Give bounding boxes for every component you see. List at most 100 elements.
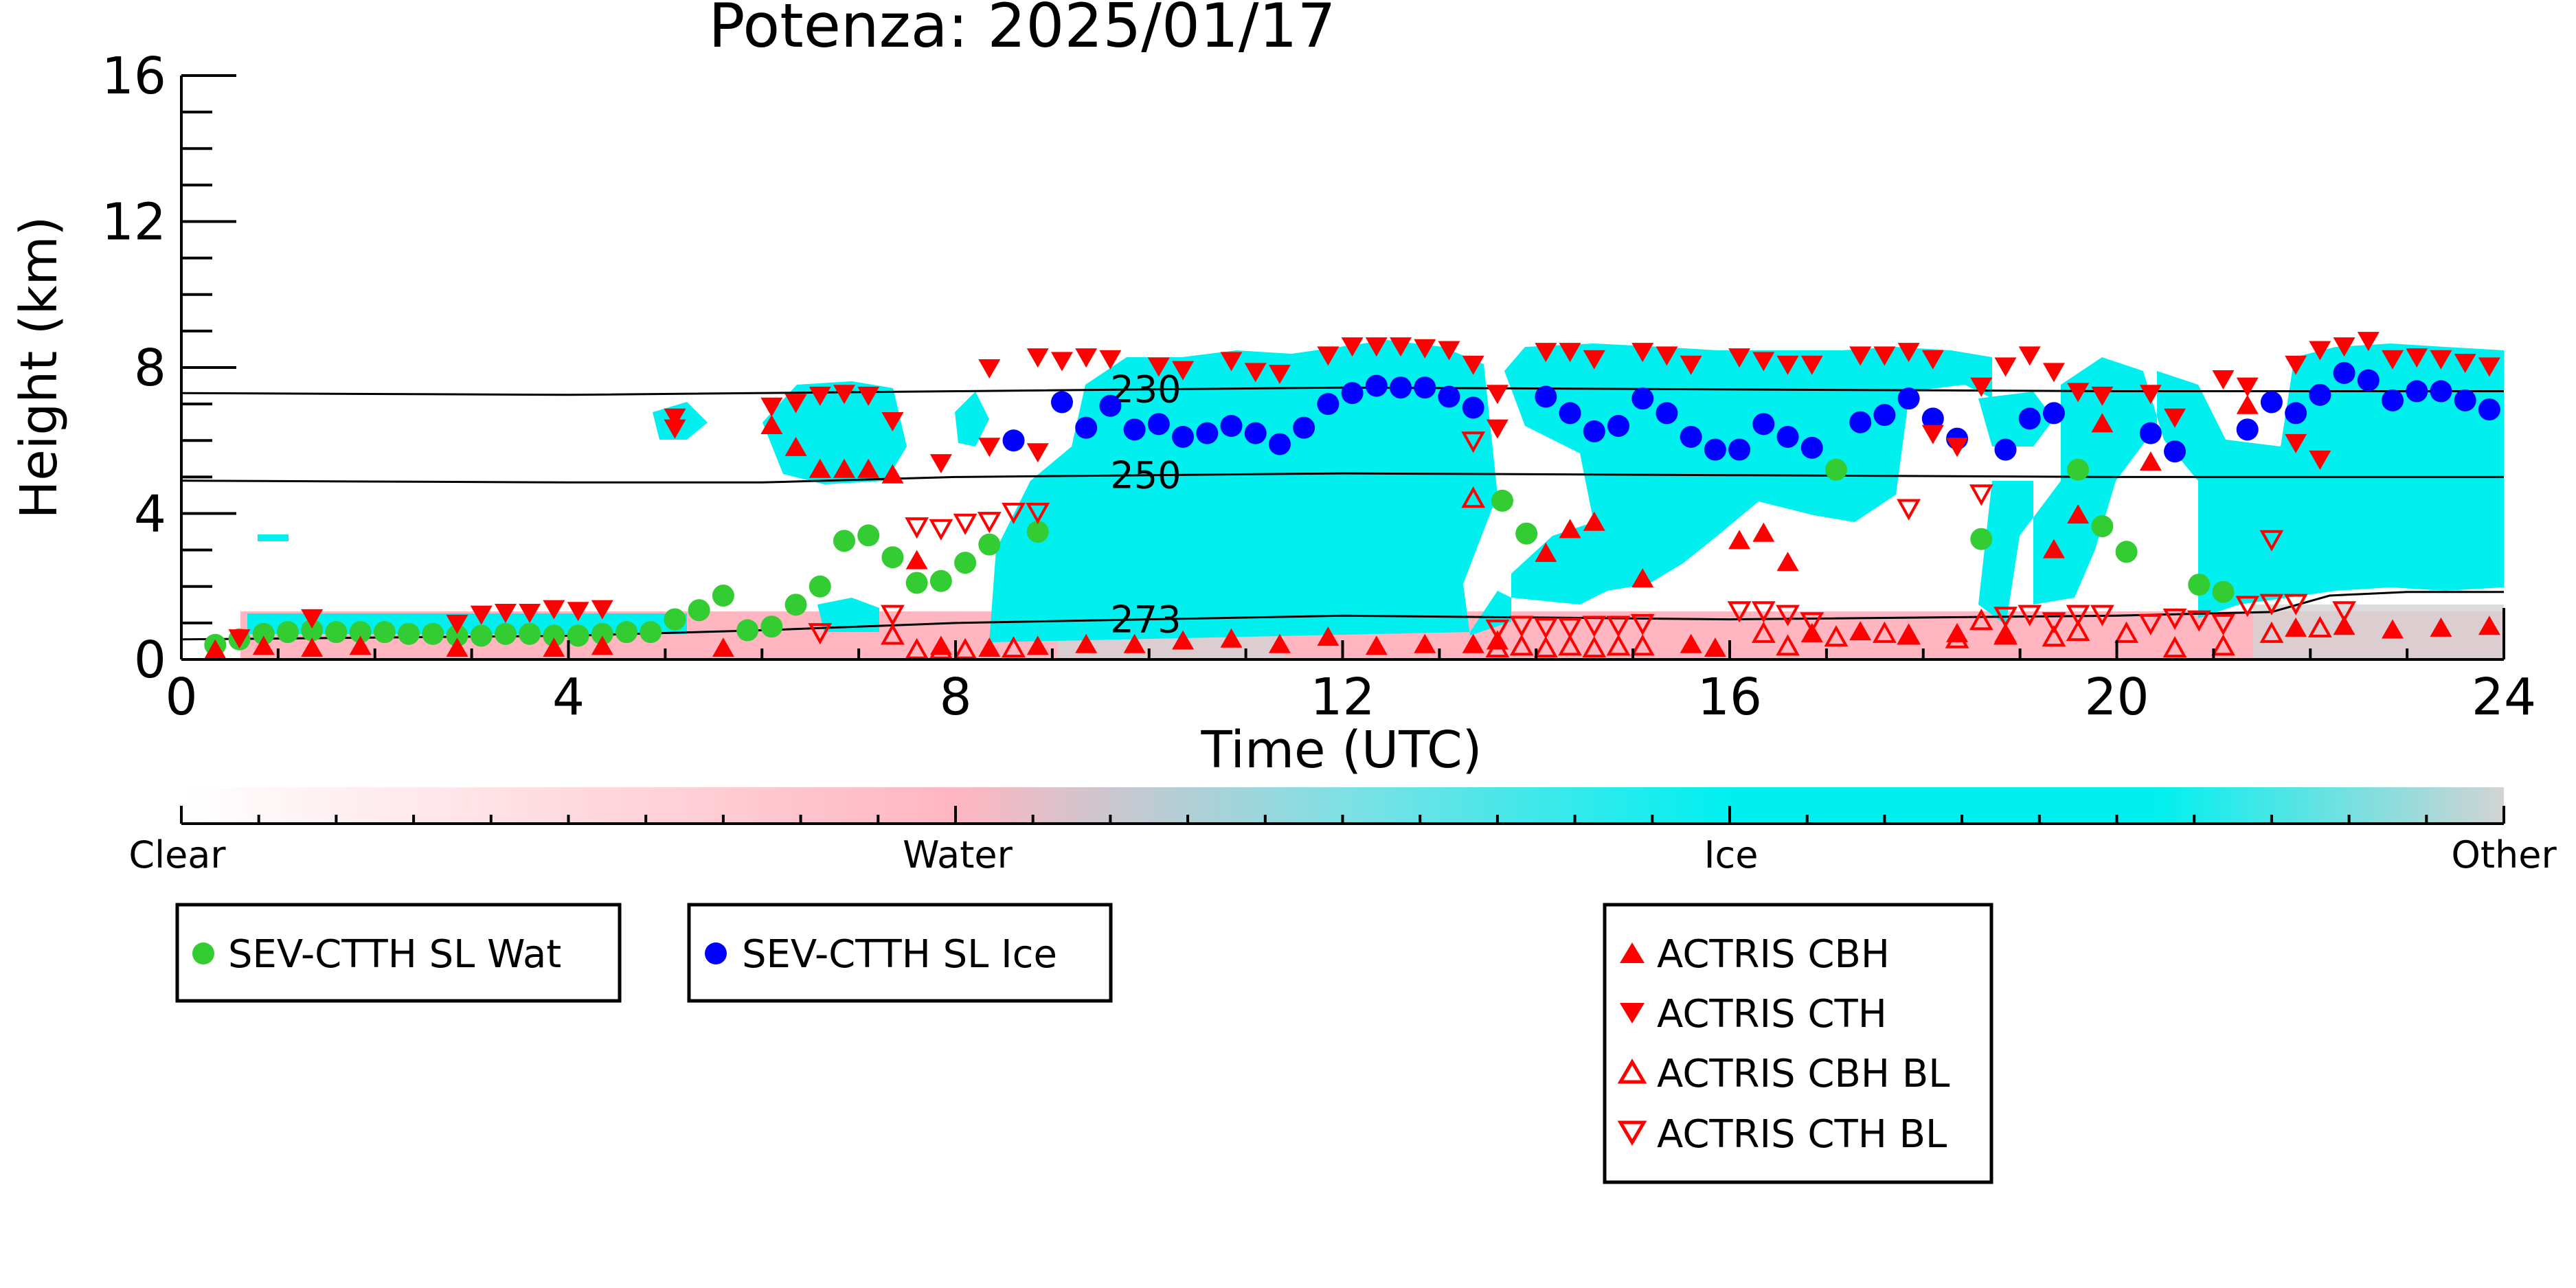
point-sev-ctth-sl-wat [809,575,831,598]
point-sev-ctth-sl-ice [2381,389,2404,411]
point-sev-ctth-sl-wat [2212,580,2235,603]
point-sev-ctth-sl-ice [2309,383,2331,406]
point-actris-cth [1535,343,1557,363]
point-actris-cth-bl [2332,601,2356,623]
colorbar-label-ice: Ice [1704,833,1759,877]
point-sev-ctth-sl-wat [494,622,517,645]
point-actris-cth [1897,343,1920,363]
point-actris-cbh-bl [1751,621,1776,643]
point-sev-ctth-sl-ice [2406,380,2428,403]
point-actris-cth [2333,337,2355,357]
point-actris-cth-bl [2283,594,2308,615]
data-markers [204,332,2500,659]
point-sev-ctth-sl-ice [2430,380,2452,403]
point-sev-ctth-sl-ice [2139,422,2162,444]
point-actris-cbh [2478,615,2500,635]
point-actris-cth [2309,341,2331,361]
point-actris-cth [1486,385,1509,405]
point-actris-cbh [905,550,928,569]
point-actris-cbh [857,458,880,478]
point-sev-ctth-sl-wat [664,608,686,631]
point-actris-cth-bl [2090,605,2114,626]
point-actris-cth [978,359,1001,379]
point-actris-cth [1752,352,1775,372]
colorbar-label-clear: Clear [128,833,226,877]
point-actris-cth [881,412,904,432]
x-tick-label: 4 [552,668,585,727]
point-actris-cth [1244,363,1267,383]
colorbar-ticks [180,806,2505,824]
point-actris-cbh [1728,530,1751,550]
point-actris-cth-bl [1002,502,1026,524]
point-sev-ctth-sl-ice [1438,385,1460,408]
point-actris-cbh [1776,552,1799,572]
point-actris-cbh [1752,522,1775,542]
point-actris-cbh [204,639,227,659]
point-actris-cth [1994,357,2017,377]
point-sev-ctth-sl-ice [1002,429,1025,452]
point-actris-cbh-bl [1872,621,1897,643]
temperature-contours: 230 250 273 [181,368,2504,642]
point-actris-cth [1147,357,1170,377]
legend-marker-cbh-bl [1617,1059,1647,1084]
point-sev-ctth-sl-wat [833,530,855,552]
point-actris-cbh [2091,413,2114,433]
point-actris-cth [1728,348,1751,368]
x-tick-label: 20 [2084,668,2149,727]
point-sev-ctth-sl-wat [398,622,420,645]
point-actris-cth [567,602,589,622]
point-sev-ctth-sl-wat [736,619,759,642]
point-actris-cth-bl [1026,502,1050,524]
point-actris-cth [1849,346,1872,366]
point-actris-cth-bl [2066,605,2090,626]
point-actris-cth-bl [2138,613,2163,635]
point-actris-cth [1631,343,1654,363]
point-actris-cbh [1268,633,1291,653]
point-actris-cbh [1317,626,1340,646]
point-sev-ctth-sl-ice [1220,415,1243,437]
point-actris-cbh [1414,633,1436,653]
point-actris-cth [2285,433,2307,453]
point-actris-cbh [591,635,613,655]
x-axis-label: Time (UTC) [1200,721,1482,780]
point-actris-cbh-bl [1485,635,1510,658]
point-sev-ctth-sl-wat [615,621,638,644]
point-actris-cth [1365,337,1388,357]
point-sev-ctth-sl-wat [954,552,977,574]
point-sev-ctth-sl-ice [2018,407,2041,430]
y-tick-label: 16 [102,47,166,106]
point-sev-ctth-sl-wat [857,524,880,547]
point-sev-ctth-sl-ice [1365,374,1388,397]
point-actris-cth [1050,352,1073,372]
point-actris-cth [784,394,807,414]
point-actris-cth-bl [2018,605,2042,626]
contour-label: 273 [1110,598,1181,642]
point-actris-cbh [1026,635,1049,655]
point-actris-cth [2357,332,2380,352]
point-sev-ctth-sl-wat [567,624,589,647]
point-sev-ctth-sl-ice [2333,361,2355,384]
point-sev-ctth-sl-ice [2454,389,2476,411]
point-actris-cth [2042,363,2065,383]
title: Potenza: 2025/01/17 [708,0,1335,61]
point-actris-cbh [252,635,275,655]
point-actris-cbh-bl [2066,620,2090,642]
point-sev-ctth-sl-ice [2285,402,2307,425]
point-actris-cth-bl [1461,431,1486,453]
point-actris-cbh [2236,394,2259,414]
point-sev-ctth-sl-ice [1873,404,1896,427]
point-actris-cbh-bl [1582,635,1607,658]
point-sev-ctth-sl-ice [1075,416,1098,439]
point-actris-cbh-bl [1533,635,1558,658]
point-actris-cth-bl [1969,484,1993,506]
legend-label-cth-bl: ACTRIS CTH BL [1657,1112,1947,1157]
point-actris-cth-bl [1582,615,1607,637]
point-sev-ctth-sl-ice [2478,398,2500,421]
point-actris-cth [2164,408,2187,428]
point-sev-ctth-sl-ice [1099,394,1122,417]
point-sev-ctth-sl-ice [2236,418,2259,441]
point-actris-cth [1921,350,1944,370]
point-actris-cbh [1220,628,1243,648]
point-actris-cth [2454,354,2476,374]
contour-line [181,472,2504,484]
